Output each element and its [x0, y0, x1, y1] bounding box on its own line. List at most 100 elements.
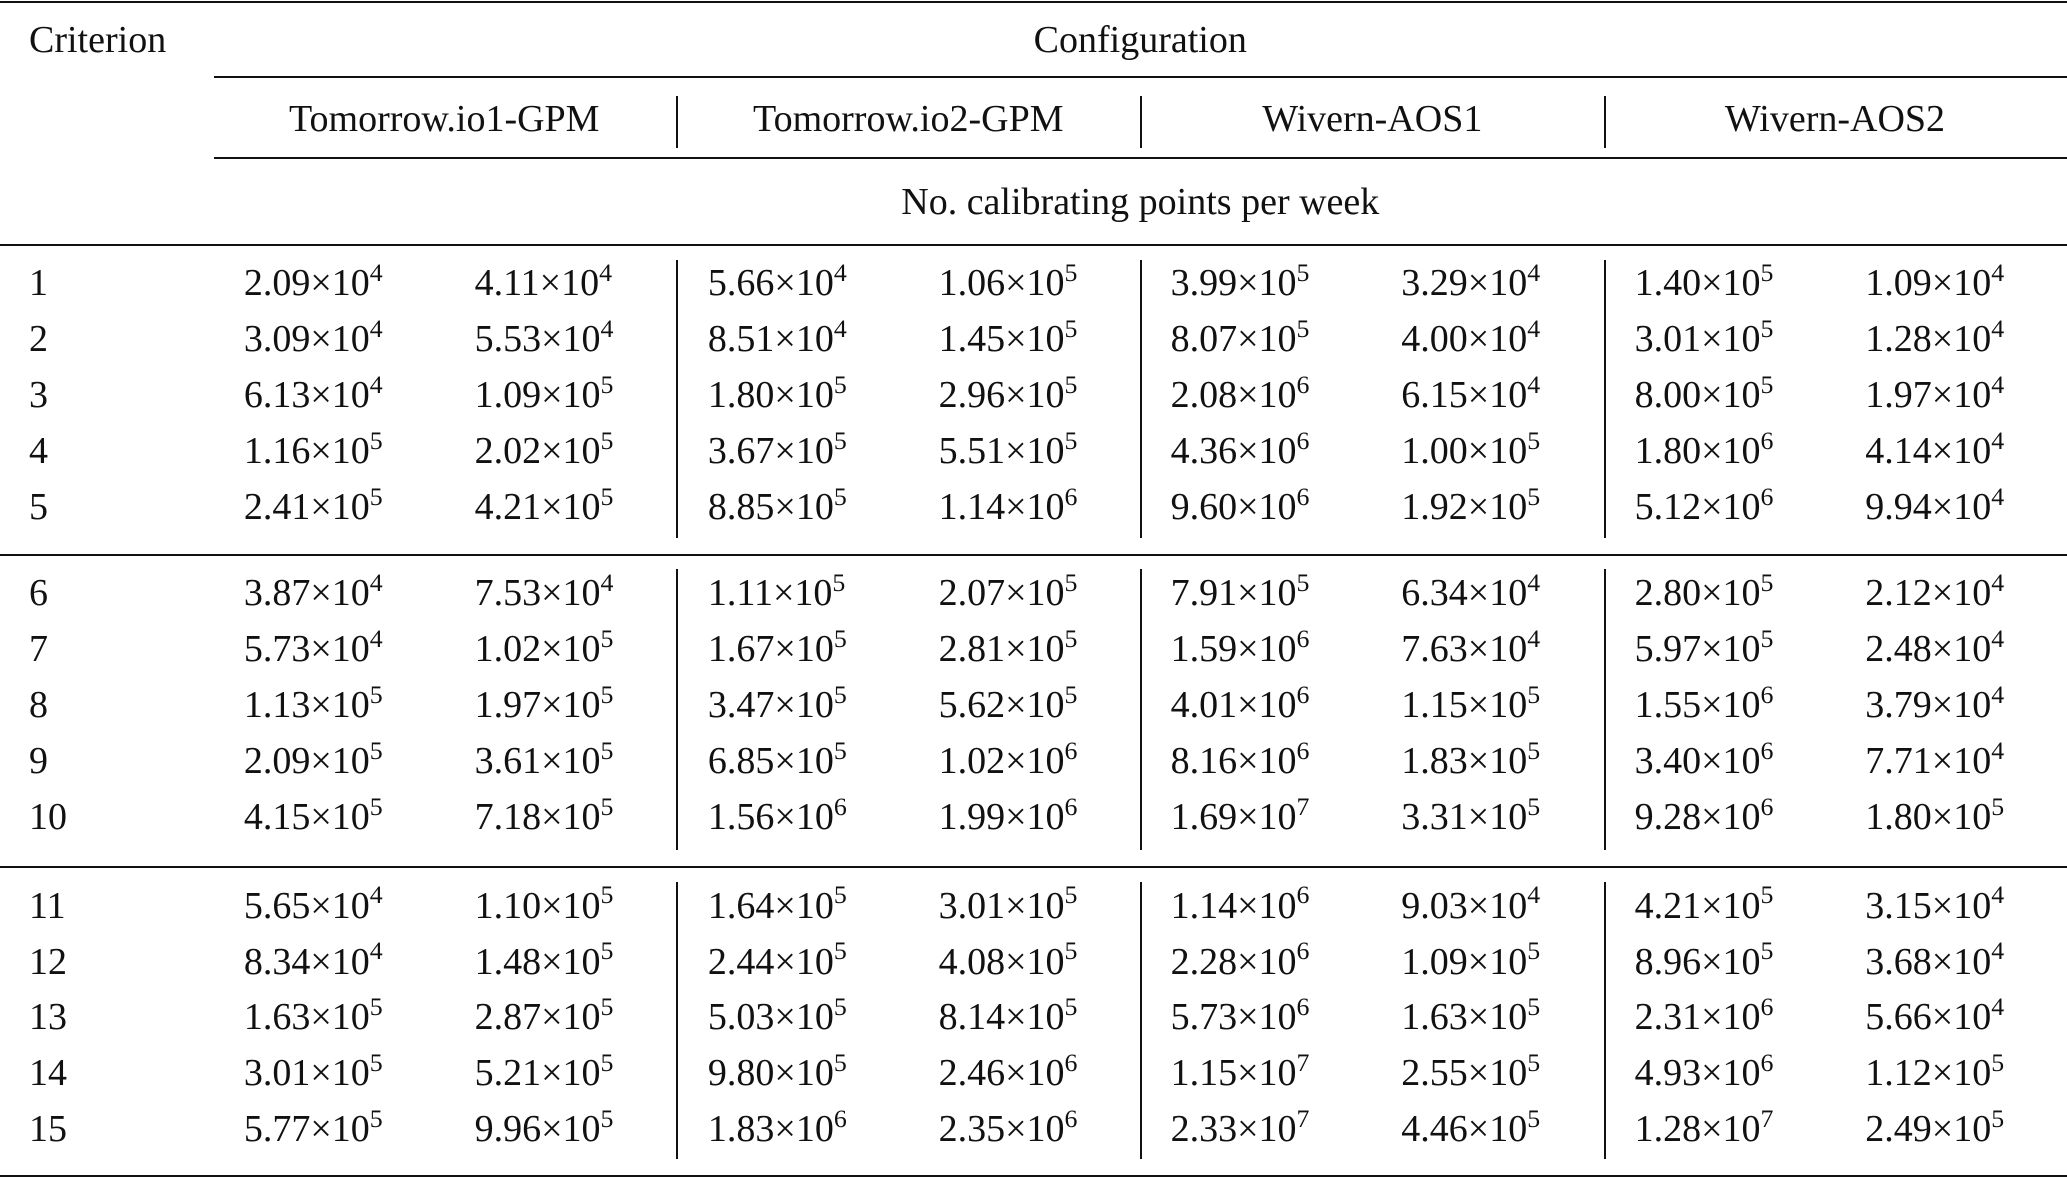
- multiplier: ×10: [1005, 262, 1065, 305]
- mantissa: 7.18: [474, 795, 542, 838]
- exponent: 4: [1527, 370, 1541, 399]
- multiplier: ×10: [541, 1052, 601, 1095]
- multiplier: ×10: [310, 374, 370, 417]
- cell-value: 1.83×106: [708, 1106, 847, 1149]
- multiplier: ×10: [1005, 795, 1065, 838]
- multiplier: ×10: [1005, 430, 1065, 473]
- exponent: 5: [1760, 880, 1774, 910]
- cell-value: 1.45×105: [939, 316, 1078, 359]
- cell-value: 2.09×104: [244, 260, 383, 305]
- mantissa: 9.60: [1170, 485, 1238, 528]
- multiplier: ×10: [1931, 739, 1992, 782]
- exponent: 6: [1296, 880, 1310, 910]
- cell-value: 1.92×105: [1401, 483, 1540, 528]
- exponent: 6: [1296, 936, 1310, 966]
- mantissa: 1.92: [1401, 485, 1468, 528]
- exponent: 4: [599, 258, 613, 288]
- multiplier: ×10: [310, 262, 370, 305]
- multiplier: ×10: [1467, 739, 1528, 782]
- criterion-number: 14: [29, 1052, 67, 1095]
- cell-value: 3.29×104: [1401, 260, 1540, 303]
- mantissa: 2.02: [474, 430, 542, 473]
- cell-value: 4.93×106: [1635, 1050, 1774, 1095]
- cell-value: 8.85×105: [708, 483, 847, 526]
- multiplier: ×10: [1931, 884, 1992, 927]
- exponent: 5: [600, 481, 614, 511]
- cell-value: 1.14×106: [1170, 882, 1310, 927]
- mantissa: 2.87: [474, 996, 542, 1039]
- exponent: 4: [1527, 568, 1541, 597]
- exponent: 5: [600, 623, 614, 653]
- cell-value: 2.41×105: [244, 483, 383, 526]
- mantissa: 2.33: [1170, 1108, 1238, 1151]
- cell-value: 1.80×105: [1865, 793, 2004, 836]
- rule: [0, 1, 2067, 4]
- multiplier: ×10: [541, 1108, 601, 1151]
- mantissa: 3.61: [474, 739, 542, 782]
- mantissa: 7.71: [1865, 739, 1932, 782]
- cell-value: 1.67×105: [708, 625, 847, 668]
- cell-value: 4.36×106: [1171, 427, 1310, 470]
- exponent: 7: [1296, 1104, 1310, 1133]
- multiplier: ×10: [1931, 262, 1992, 305]
- configuration-name: Tomorrow.io1-GPM: [288, 97, 600, 140]
- mantissa: 6.13: [243, 374, 311, 417]
- cell-value: 3.68×104: [1865, 938, 2004, 981]
- exponent: 4: [1991, 425, 2005, 455]
- column-divider: [676, 569, 679, 851]
- mantissa: 1.09: [1865, 262, 1932, 305]
- mantissa: 2.49: [1865, 1108, 1932, 1151]
- mantissa: 5.62: [938, 683, 1006, 726]
- mantissa: 9.28: [1634, 795, 1702, 838]
- multiplier: ×10: [310, 683, 370, 726]
- cell-value: 3.61×105: [474, 737, 614, 782]
- cell-value: 9.03×104: [1401, 882, 1540, 925]
- mantissa: 1.97: [1865, 374, 1932, 417]
- criterion-number: 12: [29, 940, 67, 983]
- exponent: 5: [1991, 791, 2005, 821]
- cell-value: 2.44×105: [708, 938, 847, 981]
- multiplier: ×10: [541, 683, 601, 726]
- cell-value: 9.28×106: [1634, 793, 1774, 838]
- exponent: 5: [600, 679, 614, 709]
- mantissa: 5.97: [1634, 628, 1702, 671]
- mantissa: 1.80: [707, 374, 775, 417]
- multiplier: ×10: [541, 795, 601, 838]
- exponent: 4: [369, 314, 383, 344]
- exponent: 5: [1296, 568, 1310, 597]
- multiplier: ×10: [1005, 996, 1065, 1039]
- multiplier: ×10: [1005, 485, 1065, 528]
- exponent: 5: [833, 425, 847, 455]
- exponent: 5: [369, 791, 383, 821]
- exponent: 5: [369, 481, 383, 511]
- multiplier: ×10: [774, 1052, 834, 1095]
- exponent: 5: [369, 735, 383, 765]
- cell-value: 2.80×105: [1635, 570, 1774, 613]
- exponent: 5: [600, 370, 614, 399]
- exponent: 5: [1527, 992, 1541, 1022]
- mantissa: 3.99: [1170, 262, 1238, 305]
- cell-value: 8.07×105: [1171, 316, 1310, 359]
- cell-value: 1.99×106: [939, 793, 1078, 838]
- mantissa: 1.14: [1170, 884, 1238, 927]
- multiplier: ×10: [1467, 572, 1528, 615]
- mantissa: 1.97: [474, 683, 542, 726]
- cell-value: 6.15×104: [1401, 372, 1540, 417]
- mantissa: 6.15: [1401, 374, 1468, 417]
- exponent: 5: [369, 1048, 383, 1078]
- exponent: 5: [1760, 370, 1774, 399]
- exponent: 6: [1760, 425, 1774, 455]
- cell-value: 3.01×105: [939, 882, 1078, 925]
- cell-value: 1.02×106: [939, 737, 1078, 780]
- multiplier: ×10: [1701, 884, 1761, 927]
- mantissa: 1.10: [474, 884, 542, 927]
- exponent: 5: [1064, 623, 1078, 653]
- column-divider: [676, 96, 679, 148]
- multiplier: ×10: [310, 884, 370, 927]
- exponent: 4: [600, 568, 614, 597]
- multiplier: ×10: [1931, 683, 1992, 726]
- multiplier: ×10: [1701, 683, 1761, 726]
- column-divider: [1604, 259, 1607, 538]
- multiplier: ×10: [1701, 1052, 1761, 1095]
